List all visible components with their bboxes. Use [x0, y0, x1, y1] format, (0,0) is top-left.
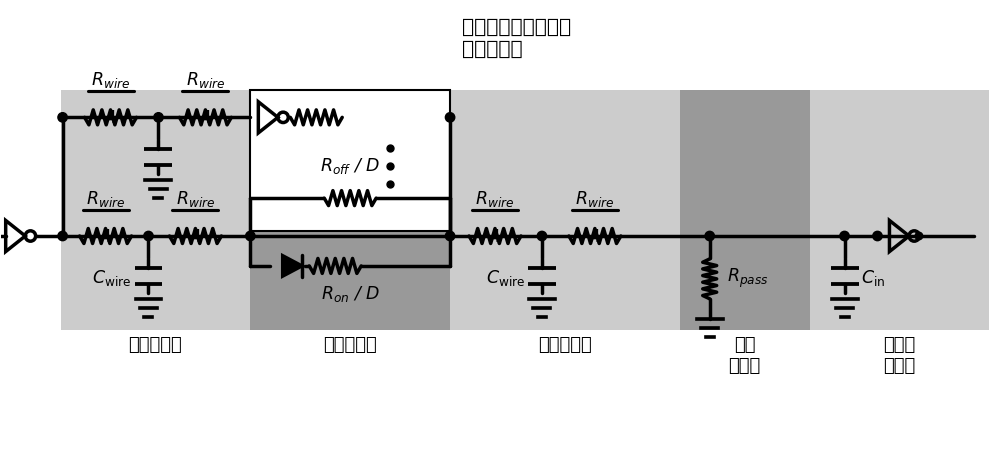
Text: $R_\mathregular{wire}$: $R_\mathregular{wire}$ — [91, 70, 130, 91]
FancyBboxPatch shape — [450, 91, 680, 330]
Text: $R_\mathregular{wire}$: $R_\mathregular{wire}$ — [176, 189, 215, 209]
Circle shape — [873, 231, 882, 241]
Circle shape — [144, 231, 153, 241]
Text: $R_\mathregular{on}$ / $D$: $R_\mathregular{on}$ / $D$ — [321, 284, 380, 304]
Circle shape — [445, 231, 455, 241]
FancyBboxPatch shape — [810, 91, 989, 330]
Text: $C_\mathregular{wire}$: $C_\mathregular{wire}$ — [92, 268, 132, 288]
Text: $R_\mathregular{wire}$: $R_\mathregular{wire}$ — [86, 189, 125, 209]
FancyBboxPatch shape — [250, 91, 450, 231]
Text: 4: 4 — [105, 110, 116, 127]
Text: $R_\mathregular{pass}$: $R_\mathregular{pass}$ — [727, 267, 768, 290]
Text: 纳米二极管: 纳米二极管 — [323, 336, 377, 354]
Circle shape — [154, 113, 163, 122]
Text: 输入纳米线上并联的
纳米二极管: 输入纳米线上并联的 纳米二极管 — [462, 17, 571, 59]
Text: 4: 4 — [200, 110, 211, 127]
FancyBboxPatch shape — [680, 91, 810, 330]
Text: $R_\mathregular{off}$ / $D$: $R_\mathregular{off}$ / $D$ — [320, 156, 380, 176]
Circle shape — [58, 113, 67, 122]
Text: 输出纳米线: 输出纳米线 — [129, 336, 182, 354]
Text: $C_\mathregular{wire}$: $C_\mathregular{wire}$ — [486, 268, 525, 288]
Circle shape — [915, 232, 923, 240]
Circle shape — [840, 231, 849, 241]
Text: 下一级
反相器: 下一级 反相器 — [883, 336, 916, 374]
Text: 4: 4 — [490, 228, 500, 246]
Text: 4: 4 — [100, 228, 111, 246]
Text: $C_\mathregular{in}$: $C_\mathregular{in}$ — [861, 268, 886, 288]
Text: $R_\mathregular{wire}$: $R_\mathregular{wire}$ — [575, 189, 615, 209]
Circle shape — [246, 231, 255, 241]
Text: 4: 4 — [190, 228, 201, 246]
FancyBboxPatch shape — [61, 91, 250, 330]
Circle shape — [445, 113, 455, 122]
Text: 传输
晶体管: 传输 晶体管 — [729, 336, 761, 374]
Circle shape — [58, 231, 67, 241]
Circle shape — [705, 231, 714, 241]
Text: 输入纳米线: 输入纳米线 — [538, 336, 592, 354]
Text: $R_\mathregular{wire}$: $R_\mathregular{wire}$ — [186, 70, 225, 91]
Text: 4: 4 — [589, 228, 600, 246]
Polygon shape — [283, 256, 302, 276]
Text: $R_\mathregular{wire}$: $R_\mathregular{wire}$ — [475, 189, 515, 209]
FancyBboxPatch shape — [250, 91, 450, 330]
Circle shape — [537, 231, 547, 241]
